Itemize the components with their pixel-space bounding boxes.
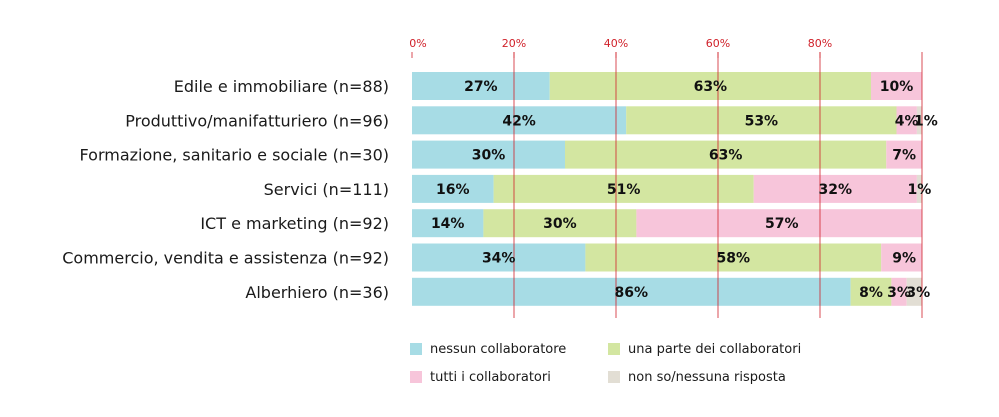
legend-item-tutti-i-collaboratori: tutti i collaboratori [410,368,551,386]
bar-segment [916,174,922,203]
value-label: 7% [892,148,916,164]
value-label: 3% [887,285,911,301]
bar-segment [412,106,627,135]
legend-swatch [410,371,422,383]
legend-item-non-so-nessuna-risposta: non so/nessuna risposta [608,368,786,386]
value-label: 4% [895,113,919,129]
gridlines [513,52,923,318]
bar-segment [886,140,922,169]
category-label: ICT e marketing (n=92) [200,214,389,233]
bar-segment [412,140,565,169]
x-tick-label: 80% [808,37,832,50]
value-label: 3% [906,285,930,301]
x-tick-label: 60% [706,37,730,50]
bar-segment [891,277,907,306]
value-label: 63% [694,79,728,95]
value-label: 42% [502,113,536,129]
value-label: 1% [908,182,932,198]
value-label: 32% [819,182,853,198]
legend-swatch [410,343,422,355]
bars-layer [412,72,922,306]
value-label: 9% [892,251,916,267]
bar-segment [412,174,494,203]
bar-segment [412,72,550,100]
x-tick-label: 20% [502,37,526,50]
bar-segment [565,140,887,169]
legend-label: una parte dei collaboratori [628,341,802,357]
bar-segment [753,174,917,203]
category-label: Produttivo/manifatturiero (n=96) [125,111,389,130]
category-label: Commercio, vendita e assistenza (n=92) [62,249,389,268]
bar-segment [412,277,851,306]
value-label: 53% [745,113,779,129]
bar-segment [412,209,484,238]
value-labels: 27% 63% 10%42% 53% 4%1%30% 63% 7%16% 51% 32% 1%14… [431,79,938,301]
bar-segment [896,106,917,135]
value-label: 16% [436,182,470,198]
bar-segment [916,106,922,135]
legend-label: tutti i collaboratori [430,369,551,385]
bar-segment [906,277,922,306]
bar-segment [881,243,922,272]
bar-segment [850,277,892,306]
value-label: 58% [717,251,751,267]
value-label: 51% [607,182,641,198]
value-label: 1% [914,113,938,129]
category-label: Servici (n=111) [264,180,389,199]
legend-item-una-parte-dei-collaboratori: una parte dei collaboratori [608,340,801,358]
bar-segment [626,106,897,135]
legend-swatch [608,371,620,383]
category-label: Formazione, sanitario e sociale (n=30) [80,146,389,165]
legend-item-nessun-collaboratore: nessun collaboratore [410,340,566,358]
value-label: 10% [880,79,914,95]
bar-segment [636,209,922,238]
bar-segment [549,72,871,100]
category-label: Edile e immobiliare (n=88) [174,77,389,96]
legend-swatch [608,343,620,355]
legend-label: non so/nessuna risposta [628,369,786,385]
value-label: 34% [482,251,516,267]
value-label: 8% [859,285,883,301]
value-label: 14% [431,216,465,232]
bar-segment [871,72,922,100]
value-label: 86% [615,285,649,301]
value-label: 30% [472,148,506,164]
x-tick-label: 40% [604,37,628,50]
bar-segment [412,243,586,272]
x-axis-ticks: 0% 20% 40% 60% 80% [409,37,832,58]
category-label: Alberhiero (n=36) [245,283,389,302]
bar-segment [585,243,882,272]
category-labels: Edile e immobiliare (n=88) Produttivo/man… [62,77,389,302]
value-label: 63% [709,148,743,164]
value-label: 30% [543,216,577,232]
bar-segment [493,174,754,203]
x-tick-label: 0% [409,37,426,50]
value-label: 27% [464,79,498,95]
bar-segment [483,209,637,238]
value-label: 57% [765,216,799,232]
legend-label: nessun collaboratore [430,341,567,357]
